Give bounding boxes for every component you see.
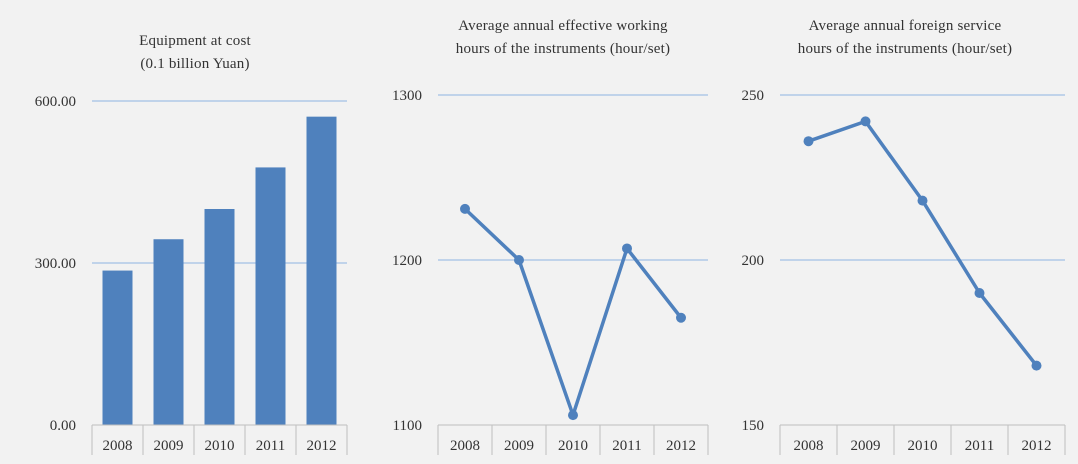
y-tick-label: 1300 <box>392 88 422 104</box>
chart-3-gridlines <box>780 94 1065 261</box>
y-tick-label: 250 <box>742 88 765 104</box>
x-tick-label: 2008 <box>794 438 824 454</box>
chart-3-series <box>803 116 1042 371</box>
chart-foreign-service-hours: Average annual foreign service hours of … <box>742 18 1066 455</box>
chart-equipment-at-cost: Equipment at cost (0.1 billion Yuan) 0.0… <box>35 33 348 455</box>
chart-3-y-axis: 150 200 250 <box>742 88 765 434</box>
chart-3-title-line-2: hours of the instruments (hour/set) <box>798 41 1012 57</box>
chart-1-bars <box>102 116 337 426</box>
chart-1-title-line-2: (0.1 billion Yuan) <box>140 56 249 72</box>
chart-1-title-line-1: Equipment at cost <box>139 33 251 49</box>
x-tick-label: 2011 <box>965 438 994 454</box>
point-2011 <box>622 243 632 254</box>
bar-2009 <box>153 239 184 425</box>
chart-2-y-axis: 1100 1200 1300 <box>392 88 422 434</box>
chart-2-series <box>460 203 686 421</box>
x-tick-label: 2011 <box>612 438 641 454</box>
chart-2-title-line-2: hours of the instruments (hour/set) <box>456 41 670 57</box>
bar-2012 <box>306 116 337 425</box>
chart-2-title-line-1: Average annual effective working <box>458 18 668 34</box>
point-2012 <box>676 312 686 323</box>
chart-2-x-axis: 2008 2009 2010 2011 2012 <box>437 424 709 455</box>
bar-2011 <box>255 167 286 426</box>
point-2012 <box>1031 360 1042 371</box>
point-2009 <box>514 255 524 265</box>
point-2010 <box>568 410 578 421</box>
y-tick-label: 1200 <box>392 253 422 269</box>
x-tick-label: 2012 <box>307 438 337 454</box>
point-2008 <box>460 203 470 214</box>
chart-effective-working-hours: Average annual effective working hours o… <box>392 18 709 455</box>
x-tick-label: 2012 <box>666 438 696 454</box>
y-tick-label: 300.00 <box>35 256 76 272</box>
x-tick-label: 2009 <box>154 438 184 454</box>
x-tick-label: 2012 <box>1022 438 1052 454</box>
bar-2008 <box>102 270 133 425</box>
chart-3-title-line-1: Average annual foreign service <box>809 18 1002 34</box>
y-tick-label: 150 <box>742 418 765 434</box>
chart-2-gridlines <box>438 94 708 261</box>
y-tick-label: 1100 <box>393 418 422 434</box>
y-tick-label: 600.00 <box>35 94 76 110</box>
point-2009 <box>860 116 871 127</box>
x-tick-label: 2010 <box>908 438 938 454</box>
x-tick-label: 2010 <box>558 438 588 454</box>
x-tick-label: 2009 <box>851 438 881 454</box>
y-tick-label: 0.00 <box>50 418 76 434</box>
chart-1-x-axis: 2008 2009 2010 2011 2012 <box>91 424 348 455</box>
x-tick-label: 2009 <box>504 438 534 454</box>
x-tick-label: 2008 <box>103 438 133 454</box>
point-2008 <box>803 136 814 147</box>
point-2011 <box>974 288 985 298</box>
x-tick-label: 2010 <box>205 438 235 454</box>
chart-1-y-axis: 0.00 300.00 600.00 <box>35 94 76 434</box>
point-2010 <box>917 195 928 206</box>
x-tick-label: 2011 <box>256 438 285 454</box>
bar-2010 <box>204 209 235 425</box>
x-tick-label: 2008 <box>450 438 480 454</box>
chart-3-x-axis: 2008 2009 2010 2011 2012 <box>779 424 1066 455</box>
y-tick-label: 200 <box>742 253 765 269</box>
